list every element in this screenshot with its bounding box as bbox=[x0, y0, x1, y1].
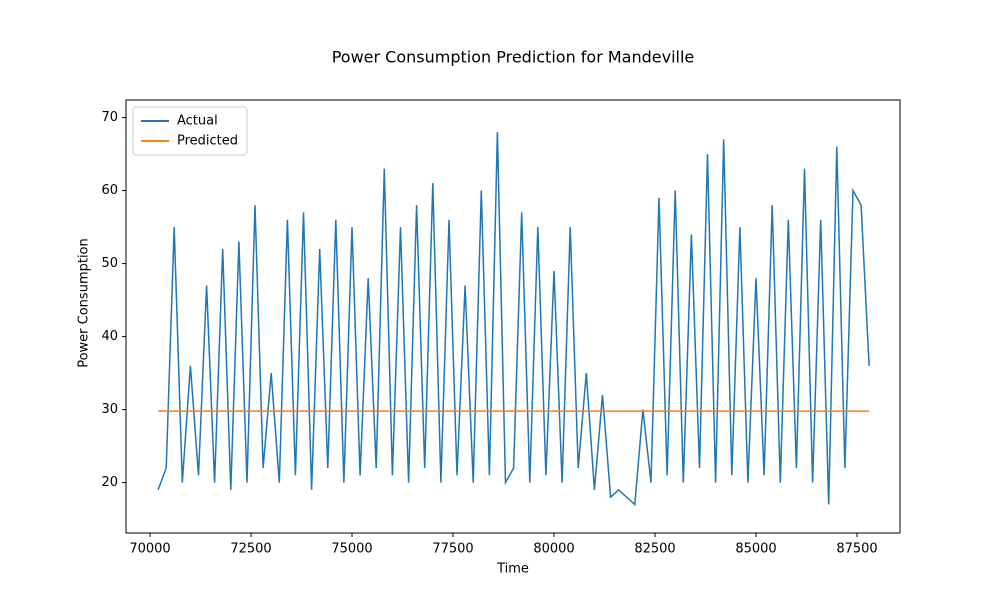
data-line bbox=[157, 132, 870, 507]
x-tick-label: 82500 bbox=[634, 542, 675, 557]
x-tick-label: 87500 bbox=[836, 542, 877, 557]
y-tick-label: 70 bbox=[101, 110, 118, 125]
plot-frame bbox=[125, 99, 901, 534]
y-tick-label: 50 bbox=[101, 256, 118, 271]
chart-title: Power Consumption Prediction for Mandevi… bbox=[332, 48, 695, 67]
x-tick-label: 70000 bbox=[129, 542, 170, 557]
x-tick-label: 85000 bbox=[735, 542, 776, 557]
x-tick-label: 77500 bbox=[432, 542, 473, 557]
legend-label: Predicted bbox=[177, 134, 238, 149]
y-tick-label: 40 bbox=[101, 329, 118, 344]
legend-label: Actual bbox=[177, 114, 218, 129]
y-tick-label: 60 bbox=[101, 183, 118, 198]
x-tick-label: 75000 bbox=[331, 542, 372, 557]
y-tick-label: 30 bbox=[101, 402, 118, 417]
y-axis-label: Power Consumption bbox=[77, 238, 92, 368]
x-tick-label: 80000 bbox=[533, 542, 574, 557]
x-axis-label: Time bbox=[496, 562, 529, 577]
legend-box bbox=[132, 106, 248, 156]
y-tick-label: 20 bbox=[101, 475, 118, 490]
x-tick-label: 72500 bbox=[230, 542, 271, 557]
